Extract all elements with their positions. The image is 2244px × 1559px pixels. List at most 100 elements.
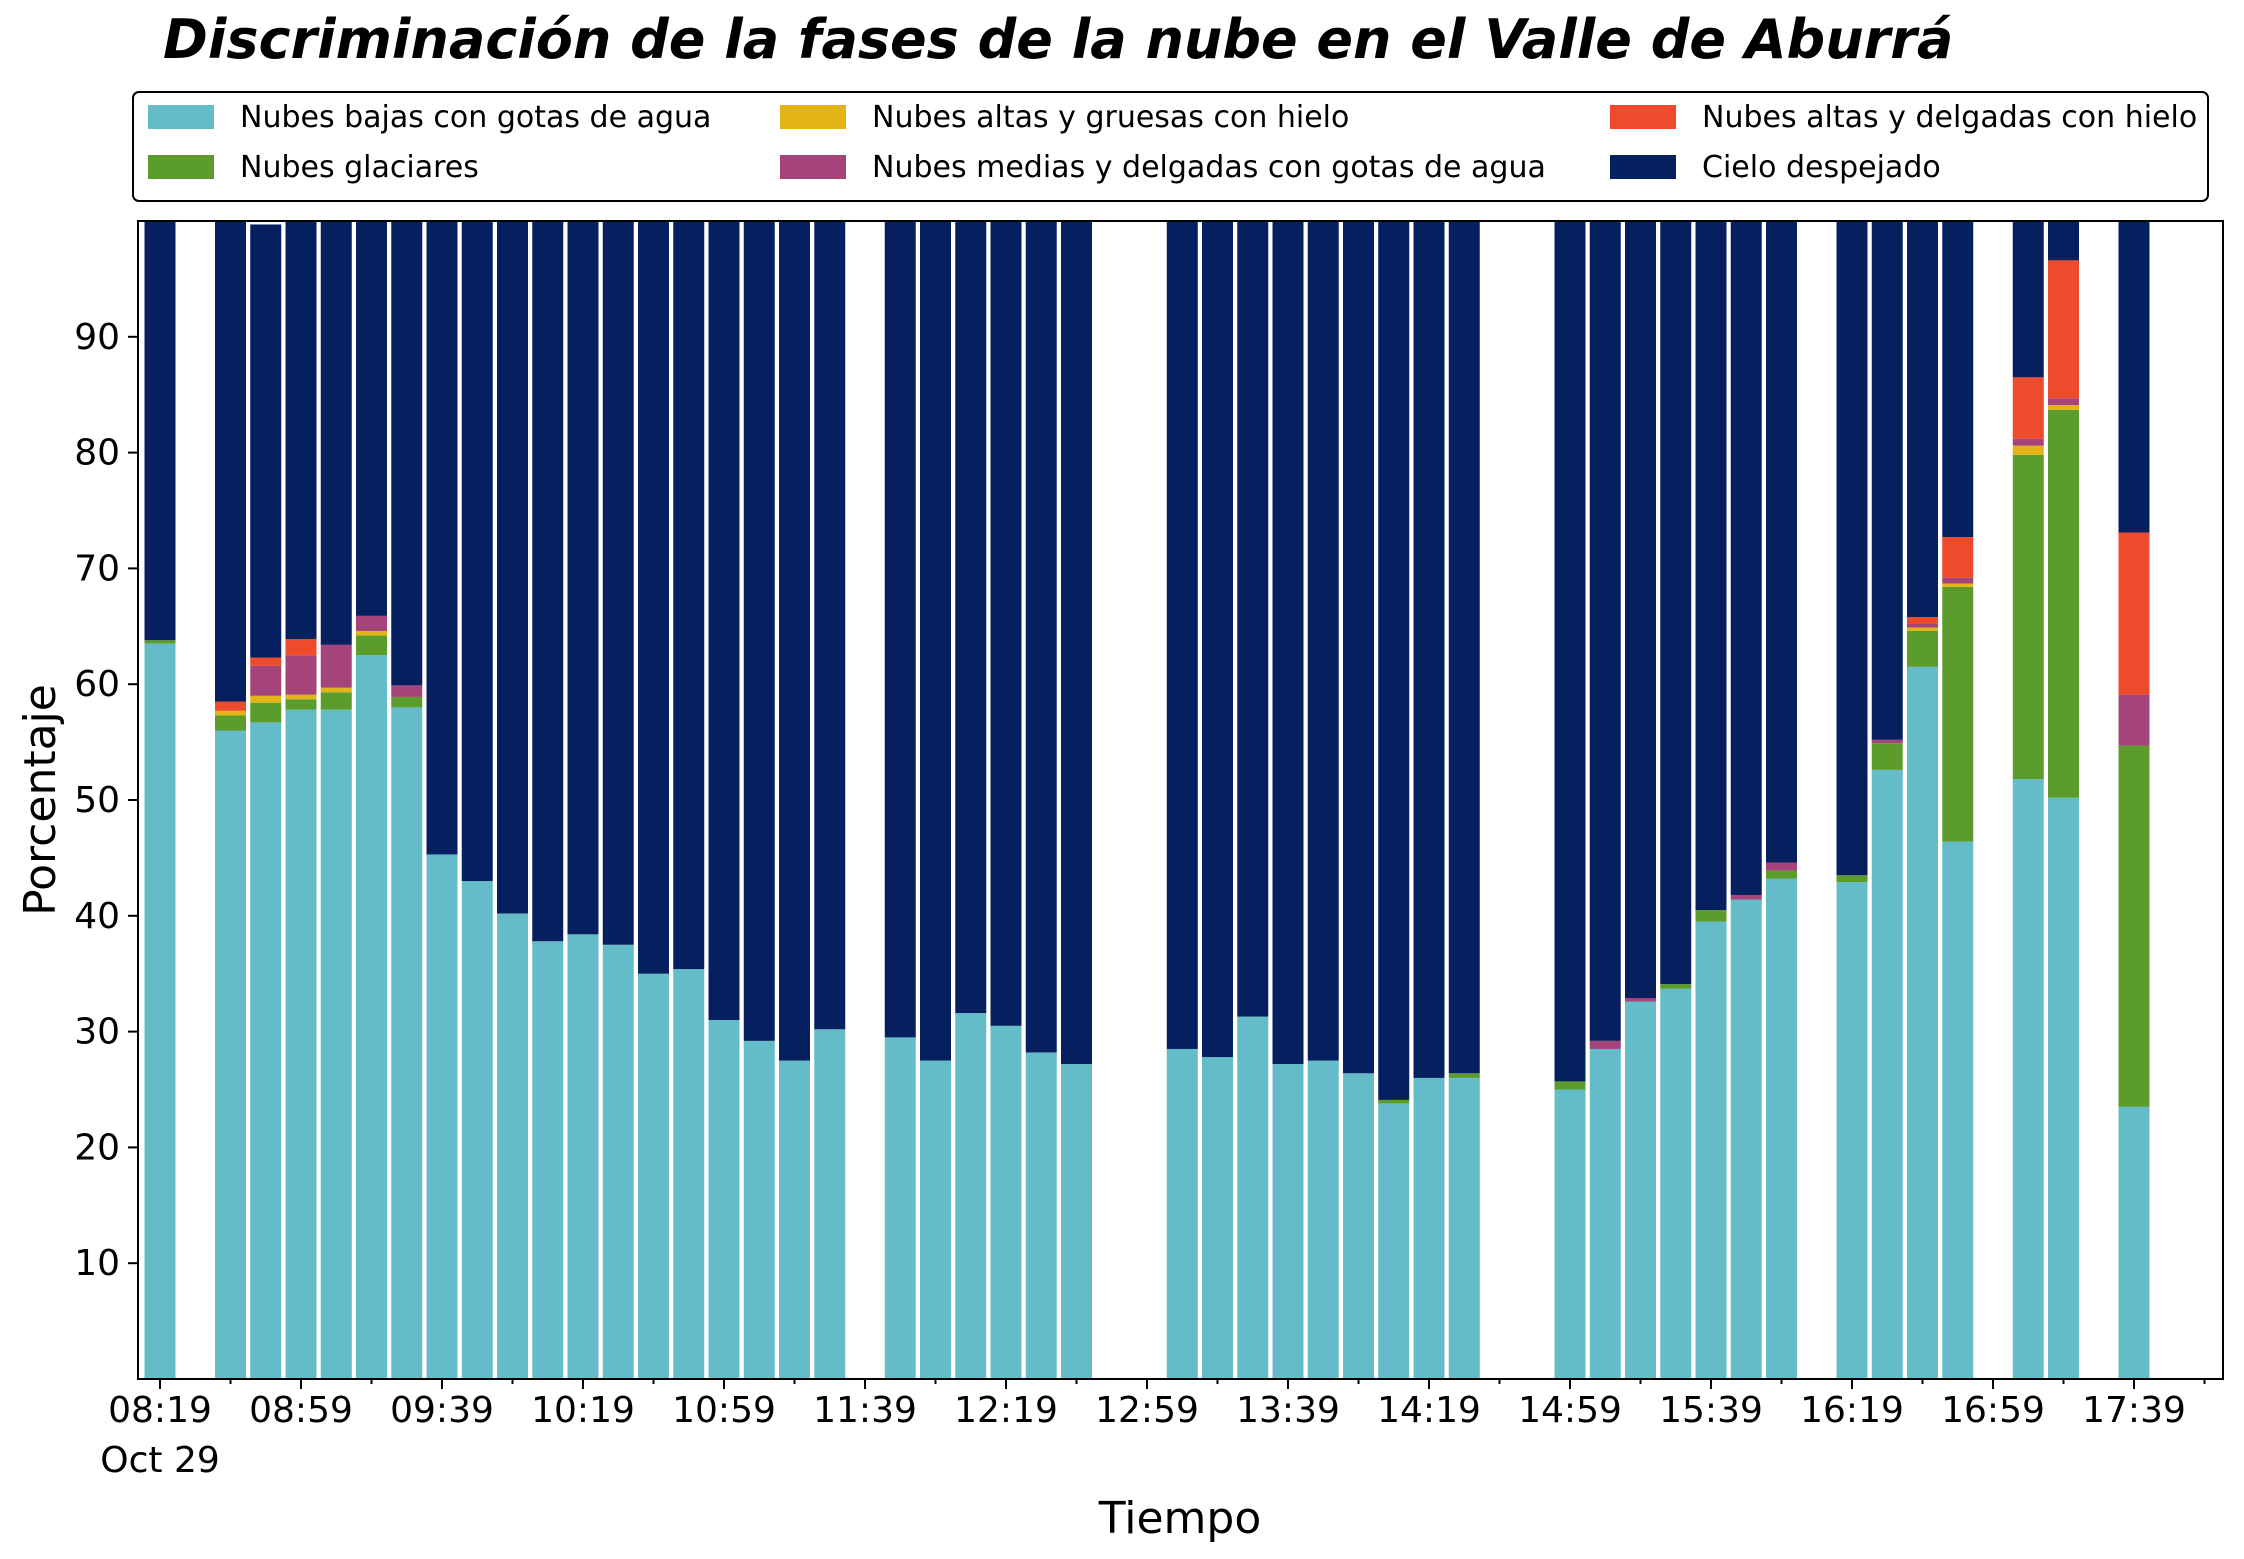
bar-segment-5-series-0 <box>320 709 352 1379</box>
bar-segment-22-series-5 <box>920 221 951 1061</box>
bar-segment-50-series-2 <box>1907 627 1938 631</box>
bar-segment-49-series-1 <box>1871 743 1903 770</box>
bar-segment-0-series-1 <box>144 640 176 644</box>
bar-segment-33-series-0 <box>1307 1060 1339 1379</box>
bar-segment-53-series-2 <box>2012 445 2044 455</box>
bar-segment-9-series-5 <box>461 221 493 882</box>
bar-segment-49-series-3 <box>1871 739 1903 744</box>
bar-segment-56-series-1 <box>2118 745 2150 1107</box>
bar-segment-19-series-0 <box>814 1029 846 1379</box>
bar-segment-5-series-3 <box>320 644 352 688</box>
bar-segment-21-series-0 <box>884 1037 916 1379</box>
legend-swatch <box>1610 105 1676 129</box>
bar-segment-4-series-3 <box>285 655 317 695</box>
bar-segment-54-series-4 <box>2048 260 2079 399</box>
bar-segment-40-series-5 <box>1554 221 1586 1082</box>
bar-segment-3-series-1 <box>250 702 282 723</box>
bar-segment-32-series-5 <box>1272 221 1304 1065</box>
bar-segment-56-series-3 <box>2118 694 2150 746</box>
bar-segment-5-series-2 <box>320 687 352 693</box>
bar-segment-12-series-5 <box>567 221 599 935</box>
bar-segment-19-series-5 <box>814 221 846 1030</box>
bar-segment-2-series-2 <box>215 710 246 716</box>
bar-segment-3-series-3 <box>250 665 282 696</box>
bar-segment-4-series-4 <box>285 639 317 656</box>
bar-segment-46-series-0 <box>1766 878 1797 1379</box>
bar-segment-14-series-0 <box>638 973 669 1379</box>
bar-segment-37-series-0 <box>1448 1077 1480 1379</box>
bar-segment-0-series-0 <box>144 643 176 1379</box>
bar-segment-46-series-5 <box>1766 221 1797 863</box>
y-tick-label: 60 <box>74 664 120 705</box>
bar-segment-48-series-0 <box>1836 882 1868 1379</box>
y-tick-label: 70 <box>74 548 120 589</box>
legend-label: Nubes altas y delgadas con hielo <box>1702 100 2197 135</box>
bar-segment-40-series-0 <box>1554 1089 1586 1379</box>
bar-segment-56-series-5 <box>2118 221 2150 533</box>
x-tick-label: 14:59 <box>1518 1390 1622 1431</box>
bar-segment-12-series-0 <box>567 934 599 1379</box>
bar-segment-41-series-0 <box>1589 1048 1621 1379</box>
x-tick-label: 08:19 <box>108 1390 212 1431</box>
legend-swatch <box>1610 155 1676 179</box>
bar-segment-51-series-2 <box>1942 583 1974 587</box>
bar-segment-21-series-5 <box>884 221 916 1038</box>
bar-segment-50-series-0 <box>1907 666 1938 1379</box>
bar-segment-4-series-2 <box>285 694 317 700</box>
bar-segment-6-series-5 <box>356 221 387 616</box>
bar-segment-42-series-0 <box>1625 1001 1656 1379</box>
bars-group <box>144 221 2150 1379</box>
bar-segment-2-series-4 <box>215 701 246 711</box>
x-tick-label: 11:39 <box>813 1390 917 1431</box>
bar-segment-5-series-1 <box>320 692 352 710</box>
bar-segment-2-series-1 <box>215 715 246 731</box>
bar-segment-42-series-3 <box>1625 998 1656 1002</box>
x-tick-label: 14:19 <box>1377 1390 1481 1431</box>
bar-segment-24-series-0 <box>990 1025 1022 1379</box>
bar-segment-25-series-0 <box>1025 1052 1057 1379</box>
legend-swatch <box>780 105 846 129</box>
bar-segment-4-series-0 <box>285 709 317 1379</box>
bar-segment-50-series-1 <box>1907 630 1938 667</box>
x-axis-title: Tiempo <box>1098 1493 1262 1544</box>
bar-segment-30-series-5 <box>1202 221 1233 1058</box>
x-tick-label: 12:59 <box>1095 1390 1199 1431</box>
bar-segment-44-series-1 <box>1695 910 1727 922</box>
bar-segment-29-series-0 <box>1166 1048 1198 1379</box>
bar-segment-46-series-3 <box>1766 862 1797 871</box>
bar-segment-32-series-0 <box>1272 1064 1304 1379</box>
legend: Nubes bajas con gotas de agua Nubes glaci… <box>132 91 2209 202</box>
bar-segment-43-series-5 <box>1660 221 1692 985</box>
bar-segment-41-series-5 <box>1589 221 1621 1041</box>
bar-segment-34-series-5 <box>1343 221 1374 1074</box>
bar-segment-51-series-1 <box>1942 586 1974 842</box>
bar-segment-53-series-3 <box>2012 438 2044 446</box>
bar-segment-54-series-5 <box>2048 221 2079 261</box>
bar-segment-56-series-4 <box>2118 532 2150 695</box>
legend-swatch <box>780 155 846 179</box>
bar-segment-6-series-0 <box>356 655 387 1379</box>
bar-segment-6-series-1 <box>356 635 387 656</box>
bar-segment-37-series-1 <box>1448 1073 1480 1078</box>
bar-segment-17-series-0 <box>743 1040 775 1379</box>
bar-segment-17-series-5 <box>743 221 775 1041</box>
bar-segment-18-series-5 <box>779 221 810 1061</box>
bar-segment-54-series-0 <box>2048 797 2079 1379</box>
legend-label: Nubes bajas con gotas de agua <box>240 100 711 135</box>
bar-segment-53-series-0 <box>2012 779 2044 1379</box>
bar-segment-36-series-0 <box>1413 1077 1445 1379</box>
y-axis-title: Porcentaje <box>15 684 66 916</box>
bar-segment-7-series-0 <box>391 707 423 1379</box>
bar-segment-26-series-0 <box>1061 1064 1092 1379</box>
bar-segment-56-series-0 <box>2118 1106 2150 1379</box>
bar-segment-22-series-0 <box>920 1060 951 1379</box>
bar-segment-37-series-5 <box>1448 221 1480 1074</box>
bar-segment-40-series-1 <box>1554 1081 1586 1090</box>
x-tick-label: 10:59 <box>672 1390 776 1431</box>
bar-segment-4-series-1 <box>285 699 317 710</box>
bar-segment-49-series-0 <box>1871 769 1903 1379</box>
x-tick-label: 08:59 <box>249 1390 353 1431</box>
bar-segment-33-series-5 <box>1307 221 1339 1061</box>
bar-segment-4-series-5 <box>285 221 317 640</box>
